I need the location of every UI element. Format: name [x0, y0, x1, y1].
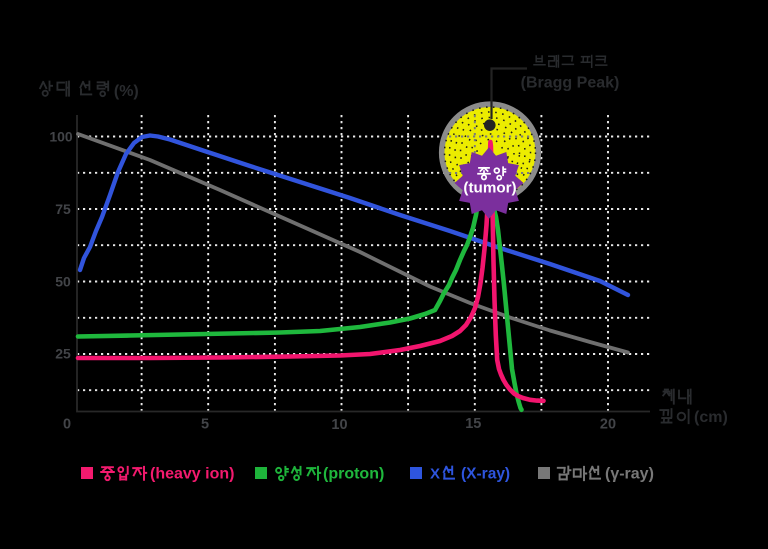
svg-text:50: 50	[55, 274, 71, 290]
svg-text:(γ-ray): (γ-ray)	[605, 466, 654, 483]
svg-text:10: 10	[331, 417, 347, 433]
svg-text:(heavy ion): (heavy ion)	[150, 466, 234, 483]
svg-text:25: 25	[55, 346, 71, 362]
svg-text:(tumor): (tumor)	[463, 180, 516, 197]
svg-text:20: 20	[600, 417, 616, 433]
svg-text:(Bragg Peak): (Bragg Peak)	[521, 75, 620, 92]
svg-text:(cm): (cm)	[694, 409, 728, 426]
svg-text:(X-ray): (X-ray)	[461, 466, 510, 483]
svg-text:(%): (%)	[114, 83, 139, 100]
svg-text:75: 75	[55, 201, 71, 217]
svg-text:15: 15	[465, 416, 481, 432]
svg-text:X: X	[430, 466, 440, 483]
svg-text:(proton): (proton)	[323, 466, 384, 483]
svg-text:5: 5	[201, 417, 209, 433]
svg-text:100: 100	[49, 129, 73, 145]
svg-text:0: 0	[63, 417, 71, 433]
